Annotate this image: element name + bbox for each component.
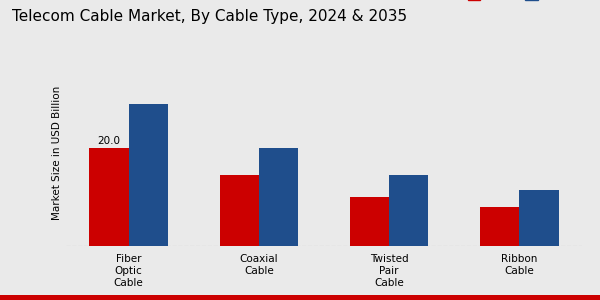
Text: Telecom Cable Market, By Cable Type, 2024 & 2035: Telecom Cable Market, By Cable Type, 202… — [12, 9, 407, 24]
Y-axis label: Market Size in USD Billion: Market Size in USD Billion — [52, 86, 62, 220]
Bar — [128, 104, 167, 246]
Bar — [89, 148, 128, 246]
Bar — [481, 207, 520, 246]
Text: 20.0: 20.0 — [98, 136, 121, 146]
Legend: 2024, 2035: 2024, 2035 — [464, 0, 577, 5]
Bar — [520, 190, 559, 246]
Bar — [220, 175, 259, 246]
Bar — [259, 148, 298, 246]
Bar — [389, 175, 428, 246]
Bar — [350, 197, 389, 246]
